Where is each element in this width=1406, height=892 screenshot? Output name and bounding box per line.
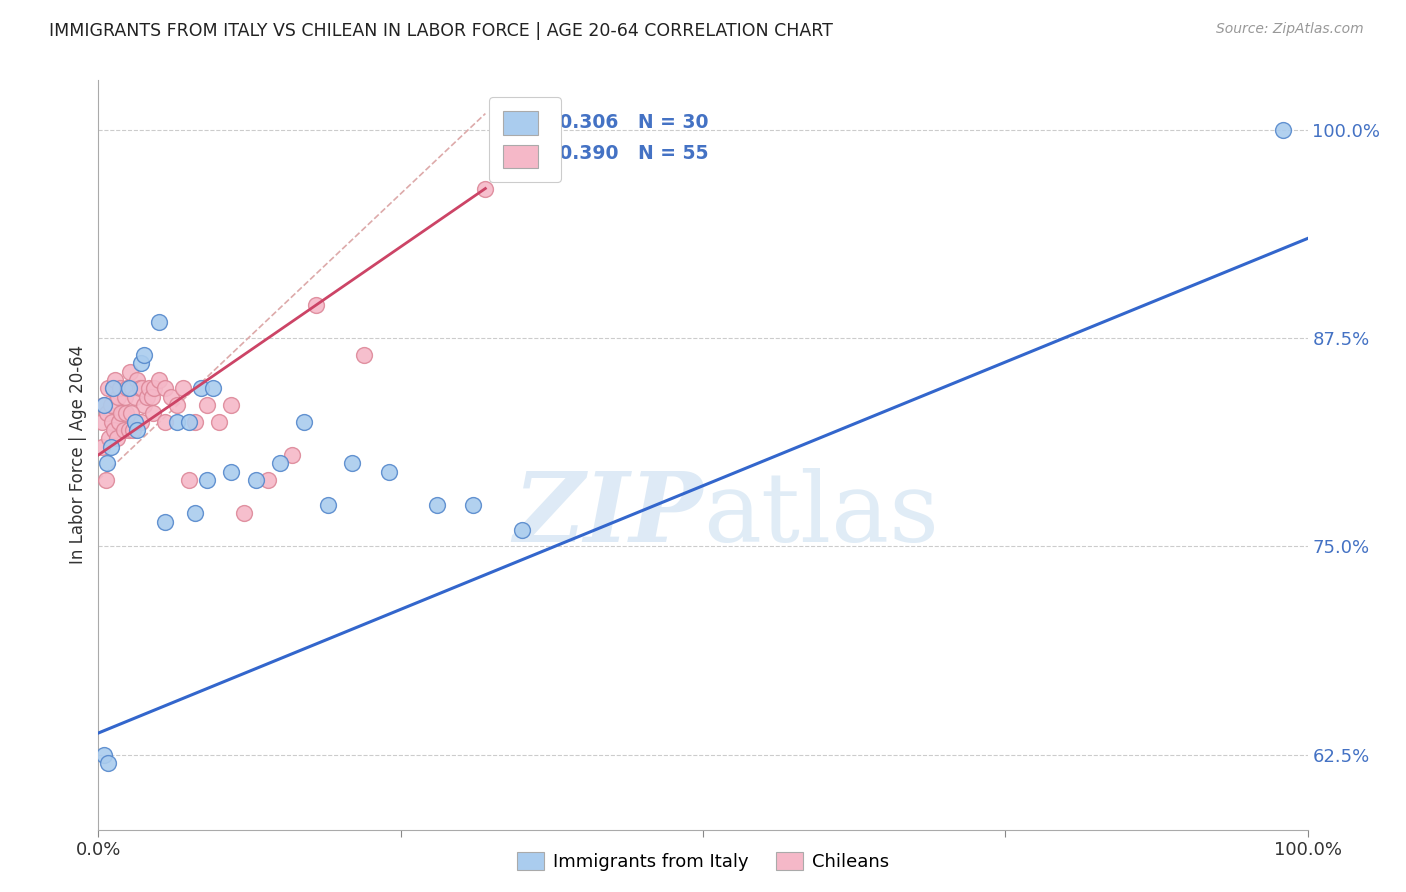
Text: atlas: atlas	[703, 468, 939, 562]
Point	[120, 406, 142, 420]
Point	[131, 381, 153, 395]
Point	[93, 747, 115, 762]
Point	[153, 515, 176, 529]
Point	[129, 356, 152, 370]
Point	[100, 415, 122, 429]
Point	[127, 373, 149, 387]
Point	[91, 415, 114, 429]
Point	[179, 473, 201, 487]
Point	[114, 390, 136, 404]
Point	[122, 423, 145, 437]
Point	[221, 465, 243, 479]
Legend: , : ,	[489, 97, 561, 182]
Point	[111, 406, 134, 420]
Text: R = 0.390   N = 55: R = 0.390 N = 55	[516, 144, 709, 163]
Text: IMMIGRANTS FROM ITALY VS CHILEAN IN LABOR FORCE | AGE 20-64 CORRELATION CHART: IMMIGRANTS FROM ITALY VS CHILEAN IN LABO…	[49, 22, 834, 40]
Point	[153, 381, 176, 395]
Point	[221, 398, 243, 412]
Point	[115, 406, 138, 420]
Point	[305, 298, 328, 312]
Point	[208, 415, 231, 429]
Point	[97, 381, 120, 395]
Point	[134, 398, 156, 412]
Point	[256, 473, 278, 487]
Point	[342, 456, 364, 470]
Point	[129, 415, 152, 429]
Point	[148, 315, 170, 329]
Point	[96, 456, 118, 470]
Point	[108, 381, 131, 395]
Point	[1272, 123, 1295, 137]
Point	[117, 381, 139, 395]
Point	[124, 390, 146, 404]
Point	[118, 365, 141, 379]
Point	[377, 465, 399, 479]
Point	[148, 373, 170, 387]
Point	[143, 381, 166, 395]
Point	[118, 423, 141, 437]
Point	[269, 456, 291, 470]
Point	[202, 381, 225, 395]
Point	[91, 440, 114, 454]
Point	[96, 406, 118, 420]
Point	[142, 406, 165, 420]
Point	[135, 390, 157, 404]
Point	[93, 398, 115, 412]
Point	[107, 390, 129, 404]
Point	[316, 498, 339, 512]
Point	[190, 381, 212, 395]
Point	[426, 498, 449, 512]
Point	[353, 348, 375, 362]
Point	[184, 415, 207, 429]
Point	[141, 390, 163, 404]
Point	[166, 398, 188, 412]
Point	[160, 390, 183, 404]
Point	[463, 498, 485, 512]
Text: R = 0.306   N = 30: R = 0.306 N = 30	[516, 113, 709, 132]
Point	[138, 381, 160, 395]
Point	[510, 523, 533, 537]
Point	[166, 415, 188, 429]
Point	[232, 506, 254, 520]
Point	[292, 415, 315, 429]
Point	[101, 381, 124, 395]
Point	[245, 473, 267, 487]
Point	[93, 398, 115, 412]
Point	[100, 440, 122, 454]
Point	[101, 381, 124, 395]
Point	[128, 381, 150, 395]
Point	[105, 431, 128, 445]
Point	[134, 348, 156, 362]
Point	[153, 415, 176, 429]
Point	[184, 506, 207, 520]
Point	[195, 473, 218, 487]
Point	[172, 381, 194, 395]
Point	[98, 431, 121, 445]
Point	[104, 373, 127, 387]
Point	[103, 423, 125, 437]
Point	[100, 398, 122, 412]
Y-axis label: In Labor Force | Age 20-64: In Labor Force | Age 20-64	[69, 345, 87, 565]
Text: Source: ZipAtlas.com: Source: ZipAtlas.com	[1216, 22, 1364, 37]
Text: ZIP: ZIP	[513, 468, 703, 562]
Point	[121, 381, 143, 395]
Point	[108, 415, 131, 429]
Point	[94, 473, 117, 487]
Point	[281, 448, 304, 462]
Point	[110, 406, 132, 420]
Point	[97, 756, 120, 770]
Point	[118, 381, 141, 395]
Legend: Immigrants from Italy, Chileans: Immigrants from Italy, Chileans	[510, 845, 896, 879]
Point	[474, 181, 496, 195]
Point	[124, 415, 146, 429]
Point	[179, 415, 201, 429]
Point	[195, 398, 218, 412]
Point	[127, 423, 149, 437]
Point	[112, 423, 135, 437]
